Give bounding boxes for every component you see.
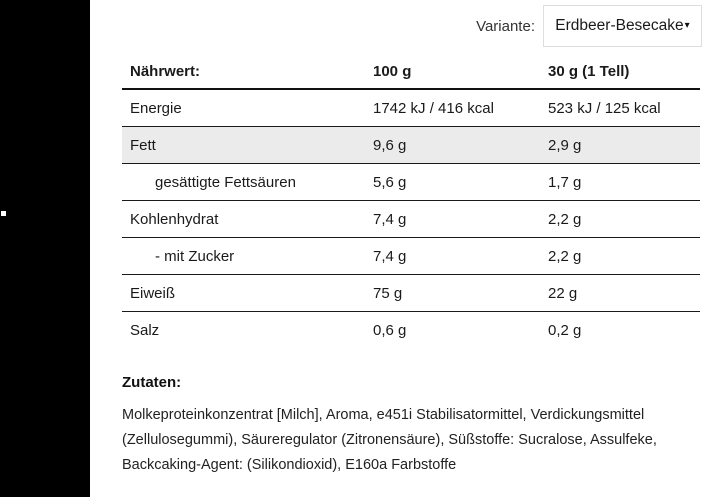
row-value-30g: 22 g xyxy=(548,284,578,302)
row-label: gesättigte Fettsäuren xyxy=(155,173,296,191)
header-30g: 30 g (1 Tell) xyxy=(548,63,630,80)
row-value-100g: 7,4 g xyxy=(373,247,407,265)
row-label: Energie xyxy=(130,99,182,117)
left-sidebar xyxy=(0,0,90,497)
table-row-fett: Fett 9,6 g 2,9 g xyxy=(122,127,700,164)
row-label: Fett xyxy=(130,136,156,154)
table-row-salz: Salz 0,6 g 0,2 g xyxy=(122,312,700,349)
ingredients-text: Molkeproteinkonzentrat [Milch], Aroma, e… xyxy=(122,407,657,473)
row-value-100g: 1742 kJ / 416 kcal xyxy=(373,99,494,117)
row-value-30g: 2,2 g xyxy=(548,247,582,265)
variant-label: Variante: xyxy=(476,17,535,35)
row-label: - mit Zucker xyxy=(155,247,235,265)
row-value-100g: 7,4 g xyxy=(373,210,407,228)
sidebar-marker xyxy=(1,211,6,216)
row-value-30g: 2,9 g xyxy=(548,136,582,154)
row-label: Eiweiß xyxy=(130,284,176,302)
row-value-100g: 75 g xyxy=(373,284,403,302)
variant-dropdown[interactable]: Erdbeer-Besecake ▾ xyxy=(543,5,702,47)
variant-selector-row: Variante: Erdbeer-Besecake ▾ xyxy=(400,5,702,47)
header-100g: 100 g xyxy=(373,63,412,80)
row-value-30g: 2,2 g xyxy=(548,210,582,228)
chevron-down-icon: ▾ xyxy=(684,20,690,31)
table-row-eiweiss: Eiweiß 75 g 22 g xyxy=(122,275,700,312)
table-header-row: Nährwert: 100 g 30 g (1 Tell) xyxy=(122,55,700,90)
table-row-gesaettigte-fettsaeuren: gesättigte Fettsäuren 5,6 g 1,7 g xyxy=(122,164,700,201)
row-label: Kohlenhydrat xyxy=(130,210,219,228)
row-value-30g: 0,2 g xyxy=(548,322,582,339)
row-value-30g: 1,7 g xyxy=(548,173,582,191)
table-row-energie: Energie 1742 kJ / 416 kcal 523 kJ / 125 … xyxy=(122,90,700,127)
row-value-100g: 5,6 g xyxy=(373,173,407,191)
variant-selected-value: Erdbeer-Besecake xyxy=(555,17,684,34)
row-value-100g: 9,6 g xyxy=(373,136,407,154)
table-row-kohlenhydrat: Kohlenhydrat 7,4 g 2,2 g xyxy=(122,201,700,238)
row-value-30g: 523 kJ / 125 kcal xyxy=(548,99,661,117)
row-label: Salz xyxy=(130,322,160,339)
table-row-mit-zucker: - mit Zucker 7,4 g 2,2 g xyxy=(122,238,700,275)
header-nutrient: Nährwert: xyxy=(130,63,201,80)
nutrition-table: Nährwert: 100 g 30 g (1 Tell) Energie 17… xyxy=(122,55,700,349)
ingredients-heading: Zutaten: xyxy=(122,374,182,391)
row-value-100g: 0,6 g xyxy=(373,322,407,339)
